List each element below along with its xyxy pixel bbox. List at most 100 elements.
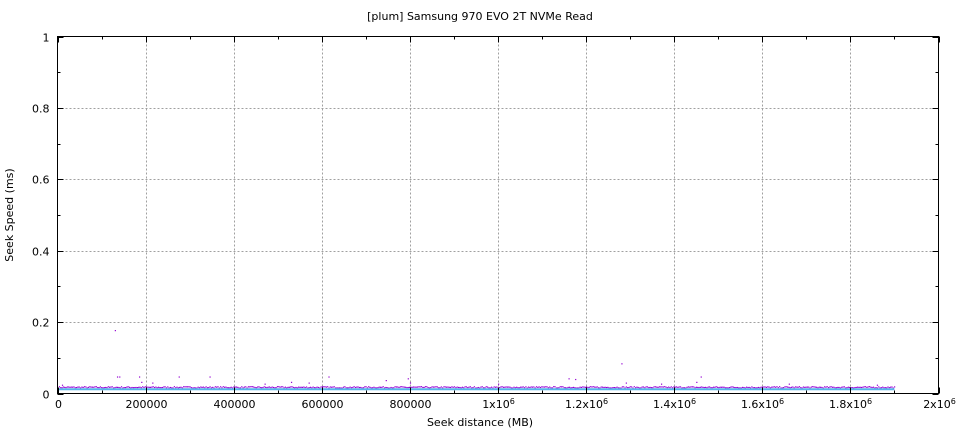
y-tick-label: 0.2: [32, 317, 50, 330]
data-point: [452, 386, 454, 388]
data-point: [369, 386, 371, 388]
data-point: [480, 386, 482, 388]
data-point: [258, 386, 260, 388]
chart-title: [plum] Samsung 970 EVO 2T NVMe Read: [367, 10, 593, 23]
data-point: [714, 386, 716, 388]
data-point: [779, 386, 781, 388]
data-point: [710, 387, 712, 389]
data-point: [809, 387, 811, 389]
data-point: [442, 387, 444, 389]
data-point: [357, 386, 359, 388]
data-point: [193, 387, 195, 389]
data-point: [722, 386, 724, 388]
data-point: [746, 386, 748, 388]
data-point: [389, 387, 391, 389]
data-point: [591, 386, 593, 388]
data-point: [875, 387, 877, 389]
data-point: [584, 386, 586, 388]
data-point: [142, 386, 144, 388]
data-point: [448, 386, 450, 388]
data-point: [89, 386, 91, 388]
data-point-outlier: [568, 378, 570, 380]
data-point: [505, 386, 507, 388]
data-point: [340, 387, 342, 389]
data-point: [481, 386, 483, 388]
data-point: [605, 386, 608, 389]
data-point: [789, 387, 791, 389]
data-point: [189, 386, 191, 388]
data-point: [718, 387, 720, 389]
data-point: [424, 386, 427, 388]
data-point: [257, 386, 259, 388]
data-point: [270, 387, 272, 389]
data-point: [344, 386, 346, 388]
data-point: [576, 387, 579, 389]
data-point: [719, 386, 721, 388]
data-point-outlier: [116, 376, 119, 378]
data-point: [690, 386, 692, 388]
data-point: [327, 386, 329, 388]
data-point: [169, 386, 172, 389]
data-point: [291, 386, 293, 388]
data-point: [409, 386, 411, 388]
data-point: [379, 386, 382, 388]
data-point: [300, 386, 302, 388]
data-point: [128, 386, 131, 388]
data-point: [727, 387, 729, 389]
data-point: [341, 387, 343, 389]
data-point: [60, 387, 62, 389]
data-point: [578, 387, 580, 389]
data-point: [785, 386, 787, 388]
data-point: [253, 386, 255, 388]
data-point: [858, 386, 860, 388]
data-point: [660, 386, 662, 388]
data-point: [106, 387, 108, 389]
data-point: [664, 386, 666, 388]
data-point: [78, 386, 80, 388]
data-point: [315, 387, 317, 389]
data-point: [652, 387, 654, 389]
data-point: [788, 386, 790, 388]
data-point: [403, 386, 405, 388]
data-point: [590, 386, 592, 388]
data-point: [687, 386, 690, 388]
data-point: [496, 386, 498, 388]
data-point: [79, 387, 82, 389]
data-point: [93, 386, 95, 388]
data-point: [489, 387, 491, 389]
data-point: [707, 386, 709, 388]
data-point: [98, 387, 100, 389]
data-point: [821, 386, 823, 389]
data-point: [775, 386, 777, 388]
data-point: [806, 386, 808, 388]
data-point: [677, 386, 679, 389]
data-point: [621, 386, 623, 388]
data-point: [372, 387, 374, 389]
data-point: [571, 387, 573, 389]
data-point: [349, 386, 351, 388]
data-point: [557, 387, 559, 389]
data-point: [679, 386, 682, 388]
data-point: [624, 387, 626, 389]
data-point: [143, 386, 145, 389]
data-point: [375, 387, 378, 389]
data-point: [94, 386, 96, 388]
data-point: [362, 387, 364, 389]
data-point: [183, 386, 185, 388]
data-point: [874, 387, 876, 389]
data-point: [443, 386, 445, 388]
data-point: [627, 387, 629, 389]
data-point: [135, 386, 137, 389]
data-point: [286, 387, 288, 389]
data-point: [582, 386, 584, 388]
data-point: [781, 387, 783, 389]
data-point: [419, 386, 421, 388]
data-point: [245, 386, 247, 388]
data-point: [845, 387, 847, 389]
data-point: [764, 386, 766, 388]
data-point: [802, 386, 805, 388]
data-point: [597, 387, 600, 389]
data-point: [453, 386, 456, 388]
data-point: [365, 386, 367, 388]
data-point: [316, 386, 318, 388]
